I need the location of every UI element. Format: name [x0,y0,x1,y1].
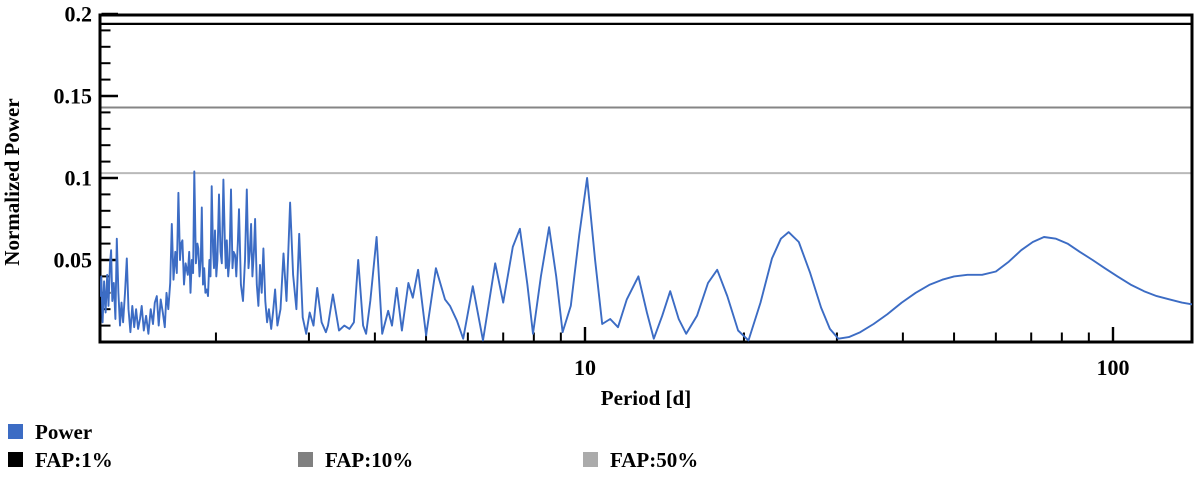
fap-1pct-swatch-icon [8,452,23,467]
legend-label-fap-1pct: FAP:1% [35,448,113,472]
fap-50pct-swatch-icon [583,452,598,467]
power-swatch-icon [8,424,23,439]
legend-label-fap-10pct: FAP:10% [325,448,414,472]
y-axis-label: Normalized Power [0,98,24,266]
legend-item-fap-1pct: FAP:1% [8,448,113,472]
y-axis-tick-label: 0.05 [54,248,93,273]
fap-10pct-swatch-icon [298,452,313,467]
legend-item-fap-10pct: FAP:10% [298,448,413,472]
y-axis-tick-label: 0.1 [65,166,93,191]
y-axis-tick-label: 0.2 [65,2,93,27]
plot-border [98,13,1194,344]
x-axis-tick-label: 10 [574,355,596,380]
y-axis-tick-label: 0.15 [54,84,93,109]
power-curve [100,170,1192,342]
periodogram-plot: 0.05 0.1 0.15 0.2 10 100 [54,2,1194,380]
legend-label-fap-50pct: FAP:50% [610,448,699,472]
x-axis-tick-label: 100 [1097,355,1130,380]
legend-label-power: Power [35,420,93,444]
legend-item-power: Power [8,420,92,444]
x-axis-label: Period [d] [600,386,692,410]
legend-item-fap-50pct: FAP:50% [583,448,698,472]
